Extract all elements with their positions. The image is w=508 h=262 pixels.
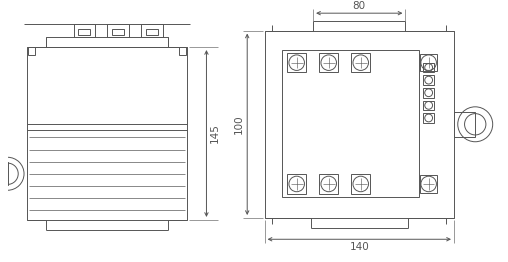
Bar <box>141 24 163 37</box>
Bar <box>0 162 8 185</box>
Bar <box>27 47 187 220</box>
Bar <box>423 101 434 110</box>
Text: 100: 100 <box>234 114 243 134</box>
Bar <box>46 37 168 47</box>
Bar <box>282 50 419 196</box>
Bar <box>287 174 306 194</box>
Text: 145: 145 <box>210 124 220 143</box>
Bar <box>108 24 129 37</box>
Bar <box>179 47 186 55</box>
Bar <box>78 29 90 35</box>
Text: 80: 80 <box>353 1 366 11</box>
Bar <box>351 53 370 72</box>
Bar <box>265 31 454 218</box>
Bar <box>423 75 434 85</box>
Bar <box>146 29 158 35</box>
Bar <box>28 47 35 55</box>
Bar <box>319 174 338 194</box>
Bar <box>420 54 437 72</box>
Bar <box>423 113 434 123</box>
Bar <box>319 53 338 72</box>
Bar <box>454 112 475 137</box>
Bar <box>423 63 434 72</box>
Bar <box>112 29 124 35</box>
Text: 140: 140 <box>350 242 369 252</box>
Bar <box>420 175 437 193</box>
Bar <box>351 174 370 194</box>
Bar <box>423 88 434 98</box>
Bar <box>74 24 95 37</box>
Bar <box>287 53 306 72</box>
